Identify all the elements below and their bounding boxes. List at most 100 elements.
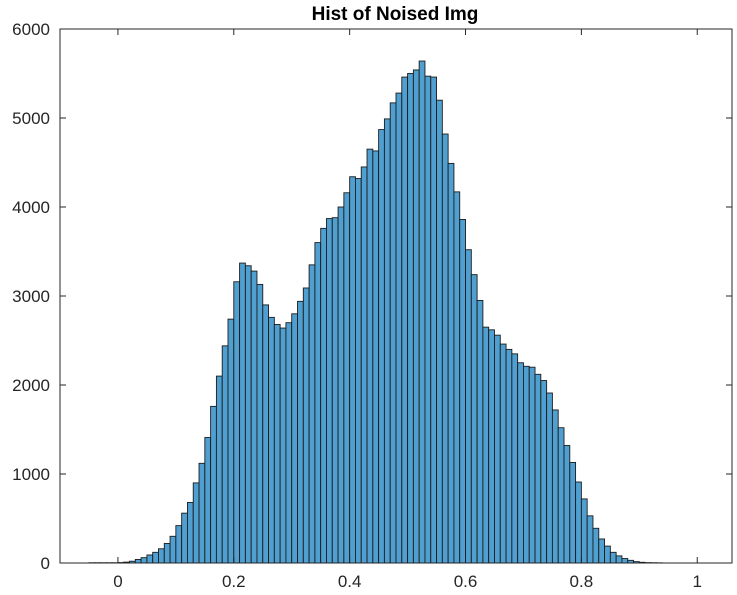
histogram-bar bbox=[546, 392, 553, 564]
x-tick-label: 0.2 bbox=[222, 572, 246, 591]
histogram-bar bbox=[401, 76, 409, 564]
x-tick-label: 0 bbox=[113, 572, 122, 591]
histogram-bar bbox=[389, 102, 397, 564]
histogram-bar bbox=[221, 345, 229, 564]
histogram-bar bbox=[412, 69, 420, 564]
histogram-bar bbox=[598, 538, 606, 564]
histogram-bar bbox=[256, 283, 264, 564]
histogram-bar bbox=[586, 515, 594, 564]
histogram-bar bbox=[540, 380, 548, 564]
histogram-bar bbox=[227, 318, 235, 564]
histogram-bar bbox=[302, 287, 310, 564]
histogram-bar bbox=[511, 353, 519, 564]
histogram-bar bbox=[308, 264, 316, 564]
histogram-bar bbox=[134, 558, 142, 564]
histogram-bar bbox=[459, 219, 466, 564]
y-tick-label: 2000 bbox=[12, 376, 50, 395]
bars-layer bbox=[88, 60, 663, 564]
histogram-bar bbox=[528, 366, 536, 564]
histogram-bar bbox=[395, 92, 403, 564]
histogram-bar bbox=[430, 76, 438, 564]
ticks-layer: 0 0.2 0.4 0.6 0.8 1 0 1000 2000 3000 4000 5000 6000 bbox=[12, 20, 732, 591]
histogram-bar bbox=[488, 329, 495, 564]
histogram-bar bbox=[262, 304, 270, 564]
histogram-bar bbox=[424, 75, 432, 564]
histogram-bar bbox=[465, 249, 472, 564]
x-tick-label: 0.8 bbox=[570, 572, 594, 591]
histogram-bar bbox=[210, 405, 217, 564]
histogram-bar bbox=[563, 445, 571, 564]
histogram-bar bbox=[609, 551, 617, 564]
histogram-bar bbox=[580, 498, 588, 564]
histogram-bar bbox=[186, 502, 194, 564]
histogram-bar bbox=[355, 178, 362, 564]
histogram-bar bbox=[378, 129, 385, 564]
histogram-bar bbox=[140, 557, 148, 564]
histogram-bar bbox=[320, 227, 327, 564]
histogram-bar bbox=[383, 118, 391, 564]
histogram-bar bbox=[158, 548, 165, 564]
histogram-bar bbox=[366, 148, 374, 564]
histogram-bar bbox=[372, 150, 380, 564]
chart-title: Hist of Noised Img bbox=[312, 4, 479, 25]
histogram-bar bbox=[192, 482, 200, 564]
y-tick-label: 3000 bbox=[12, 287, 50, 306]
histogram-bar bbox=[152, 551, 159, 564]
histogram-bar bbox=[418, 60, 426, 564]
histogram-bar bbox=[505, 348, 513, 564]
histogram-bar bbox=[453, 191, 461, 564]
histogram-bar bbox=[557, 427, 565, 564]
histogram-bar bbox=[592, 527, 600, 564]
histogram-bar bbox=[441, 133, 449, 564]
histogram-bar bbox=[482, 326, 490, 564]
y-tick-label: 6000 bbox=[12, 20, 50, 39]
histogram-bar bbox=[233, 281, 241, 564]
histogram-bar bbox=[268, 316, 275, 564]
y-tick-label: 1000 bbox=[12, 465, 50, 484]
histogram-bar bbox=[494, 334, 501, 564]
histogram-bar bbox=[244, 265, 252, 564]
histogram-bar bbox=[569, 461, 577, 564]
histogram-bar bbox=[575, 481, 582, 564]
histogram-bar bbox=[349, 176, 356, 564]
histogram-bar bbox=[331, 217, 339, 564]
histogram-bar bbox=[407, 73, 414, 564]
histogram-bar bbox=[169, 535, 177, 564]
histogram-bar bbox=[175, 525, 183, 564]
histogram-bar bbox=[499, 343, 507, 564]
histogram-bar bbox=[279, 327, 287, 564]
histogram-bar bbox=[198, 462, 206, 564]
histogram-bar bbox=[326, 218, 333, 564]
histogram-bar bbox=[534, 373, 542, 564]
y-tick-label: 5000 bbox=[12, 109, 50, 128]
histogram-bar bbox=[314, 242, 322, 564]
histogram-bar bbox=[297, 300, 304, 564]
x-tick-label: 0.6 bbox=[454, 572, 478, 591]
histogram-bar bbox=[163, 542, 171, 564]
histogram-bar bbox=[146, 554, 154, 564]
histogram-bar bbox=[343, 192, 351, 564]
histogram-bar bbox=[181, 512, 188, 564]
histogram-bar bbox=[250, 270, 258, 564]
histogram-bar bbox=[291, 313, 298, 564]
histogram-bar bbox=[517, 362, 524, 564]
histogram-bar bbox=[615, 555, 623, 564]
histogram-bar bbox=[215, 375, 223, 564]
x-tick-label: 0.4 bbox=[338, 572, 362, 591]
histogram-bar bbox=[360, 166, 368, 564]
histogram-bar bbox=[476, 300, 484, 564]
histogram-bar bbox=[551, 409, 559, 564]
histogram-bar bbox=[204, 437, 212, 564]
histogram-bar bbox=[604, 545, 611, 564]
y-tick-label: 4000 bbox=[12, 198, 50, 217]
histogram-bar bbox=[621, 558, 629, 564]
histogram-bar bbox=[337, 206, 345, 564]
histogram-bar bbox=[285, 322, 293, 564]
histogram-bar bbox=[273, 324, 281, 564]
histogram-bar bbox=[470, 274, 478, 564]
histogram-bar bbox=[447, 162, 455, 564]
histogram-bar bbox=[239, 262, 246, 564]
x-tick-label: 1 bbox=[693, 572, 702, 591]
y-tick-label: 0 bbox=[41, 554, 50, 573]
